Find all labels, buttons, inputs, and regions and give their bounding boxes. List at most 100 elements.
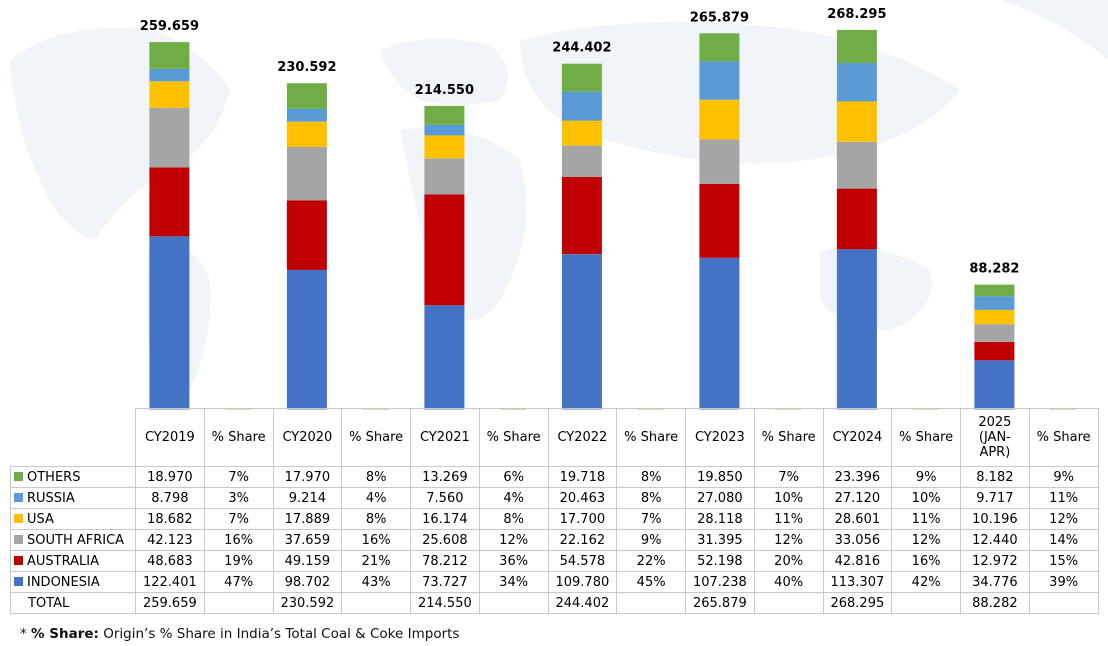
value-cell: 27.080 bbox=[685, 487, 755, 509]
total-cell: 88.282 bbox=[960, 592, 1030, 614]
value-cell: 73.727 bbox=[410, 571, 480, 593]
share-cell: 9% bbox=[1028, 466, 1099, 488]
table-header-row: CY2019% Share CY2020% Share CY2021% Share C… bbox=[10, 408, 1099, 467]
value-cell: 122.401 bbox=[135, 571, 205, 593]
share-cell: 8% bbox=[478, 508, 549, 530]
share-cell: 16% bbox=[891, 550, 961, 572]
value-cell: 9.717 bbox=[960, 487, 1030, 509]
header-cy2024: CY2024 bbox=[822, 408, 893, 467]
share-cell: 34% bbox=[478, 571, 549, 593]
share-cell: 4% bbox=[478, 487, 549, 509]
legend-label: AUSTRALIA bbox=[27, 553, 99, 569]
share-cell: 19% bbox=[203, 550, 274, 572]
empty-share-cell bbox=[753, 592, 824, 614]
bar-segment-usa-cy2021 bbox=[424, 135, 465, 159]
value-cell: 9.214 bbox=[272, 487, 343, 509]
value-cell: 113.307 bbox=[822, 571, 893, 593]
legend-key-russia bbox=[14, 492, 23, 502]
bar-segment-south-africa-cy2019 bbox=[149, 107, 190, 168]
share-cell: 12% bbox=[891, 529, 961, 551]
total-label-cy2021: 214.550 bbox=[415, 83, 474, 98]
share-cell: 7% bbox=[203, 466, 274, 488]
value-cell: 31.395 bbox=[685, 529, 755, 551]
bar-segment-russia-cy2023 bbox=[699, 61, 740, 100]
bar-segment-indonesia-cy2022 bbox=[561, 254, 602, 410]
total-label-cy2020: 230.592 bbox=[277, 60, 336, 75]
bar-segment-indonesia-cy2023 bbox=[699, 257, 740, 410]
bar-segment-south-africa-cy2020 bbox=[286, 147, 327, 201]
share-cell: 11% bbox=[1028, 487, 1099, 509]
legend-key-indonesia bbox=[14, 576, 23, 586]
share-cell: 8% bbox=[616, 466, 686, 488]
value-cell: 19.850 bbox=[685, 466, 755, 488]
value-cell: 25.608 bbox=[410, 529, 480, 551]
bar-segment-usa-cy2023 bbox=[699, 99, 740, 140]
bar-segment-indonesia-cy2024 bbox=[836, 249, 877, 410]
share-cell: 7% bbox=[616, 508, 686, 530]
bar-segment-australia-cy2020 bbox=[286, 200, 327, 270]
bar-segment-australia-cy2022 bbox=[561, 176, 602, 255]
total-cell: 259.659 bbox=[135, 592, 205, 614]
footnote-text: Origin’s % Share in India’s Total Coal &… bbox=[98, 626, 460, 642]
share-cell: 12% bbox=[1028, 508, 1099, 530]
table-row-usa: USA 18.682 7% 17.889 8% 16.174 8% 17.700 7% 28.11… bbox=[10, 508, 1099, 530]
legend-entry-south-africa: SOUTH AFRICA bbox=[10, 529, 136, 551]
legend-label: INDONESIA bbox=[27, 574, 100, 590]
value-cell: 28.601 bbox=[822, 508, 893, 530]
bar-segment-usa-cy2020 bbox=[286, 121, 327, 147]
legend-key-australia bbox=[14, 555, 23, 565]
bar-segment-others-2025-jan-apr bbox=[974, 284, 1015, 297]
share-cell: 42% bbox=[891, 571, 961, 593]
share-cell: 40% bbox=[753, 571, 824, 593]
value-cell: 109.780 bbox=[547, 571, 618, 593]
share-cell: 9% bbox=[616, 529, 686, 551]
value-cell: 42.123 bbox=[135, 529, 205, 551]
bar-segment-usa-cy2024 bbox=[836, 101, 877, 142]
value-cell: 34.776 bbox=[960, 571, 1030, 593]
table-row-russia: RUSSIA 8.798 3% 9.214 4% 7.560 4% 20.463 8% 27.08… bbox=[10, 487, 1099, 509]
value-cell: 7.560 bbox=[410, 487, 480, 509]
value-cell: 12.440 bbox=[960, 529, 1030, 551]
header-2025-jan-apr: 2025 (JAN-APR) bbox=[960, 408, 1030, 467]
value-cell: 12.972 bbox=[960, 550, 1030, 572]
bar-segment-australia-cy2023 bbox=[699, 183, 740, 258]
share-cell: 20% bbox=[753, 550, 824, 572]
legend-entry-russia: RUSSIA bbox=[10, 487, 136, 509]
legend-entry-australia: AUSTRALIA bbox=[10, 550, 136, 572]
header-cy2022: CY2022 bbox=[547, 408, 618, 467]
bar-segment-others-cy2023 bbox=[699, 33, 740, 62]
empty-share-cell bbox=[616, 592, 686, 614]
value-cell: 27.120 bbox=[822, 487, 893, 509]
value-cell: 78.212 bbox=[410, 550, 480, 572]
share-cell: 7% bbox=[753, 466, 824, 488]
header-cy2019: CY2019 bbox=[135, 408, 205, 467]
header-cy2020: CY2020 bbox=[272, 408, 343, 467]
data-table: CY2019% Share CY2020% Share CY2021% Share C… bbox=[10, 408, 1099, 614]
header-cy2021: CY2021 bbox=[410, 408, 480, 467]
legend-entry-indonesia: INDONESIA bbox=[10, 571, 136, 593]
value-cell: 37.659 bbox=[272, 529, 343, 551]
table-row-south-africa: SOUTH AFRICA 42.123 16% 37.659 16% 25.608 12% 2… bbox=[10, 529, 1099, 551]
share-cell: 10% bbox=[891, 487, 961, 509]
value-cell: 8.798 bbox=[135, 487, 205, 509]
total-label-cy2024: 268.295 bbox=[827, 7, 886, 22]
share-cell: 43% bbox=[341, 571, 411, 593]
total-cell: 268.295 bbox=[822, 592, 893, 614]
value-cell: 20.463 bbox=[547, 487, 618, 509]
legend-entry-others: OTHERS bbox=[10, 466, 136, 488]
share-cell: 22% bbox=[616, 550, 686, 572]
empty-share-cell bbox=[478, 592, 549, 614]
bar-segment-south-africa-cy2021 bbox=[424, 158, 465, 195]
value-cell: 13.269 bbox=[410, 466, 480, 488]
share-cell: 9% bbox=[891, 466, 961, 488]
bar-segment-others-cy2019 bbox=[149, 42, 190, 69]
footnote: * % Share: Origin’s % Share in India’s T… bbox=[20, 626, 459, 642]
bar-segment-others-cy2022 bbox=[561, 63, 602, 92]
legend-label: OTHERS bbox=[27, 469, 81, 485]
legend-label: RUSSIA bbox=[27, 490, 75, 506]
header-share-cy2023: % Share bbox=[753, 408, 824, 467]
bar-segment-others-cy2020 bbox=[286, 83, 327, 109]
header-share-cy2019: % Share bbox=[203, 408, 274, 467]
share-cell: 7% bbox=[203, 508, 274, 530]
bar-segment-australia-cy2019 bbox=[149, 167, 190, 237]
